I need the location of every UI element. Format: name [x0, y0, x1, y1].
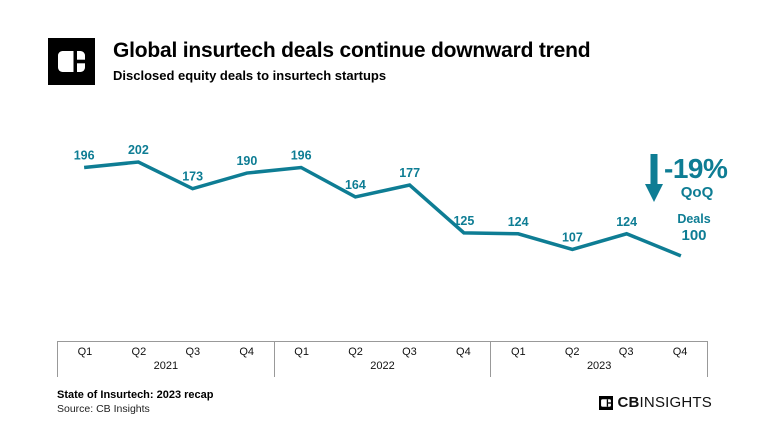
footer-notes: State of Insurtech: 2023 recap Source: C… — [57, 389, 214, 415]
data-point-label: 196 — [291, 149, 312, 163]
data-point-label: 124 — [508, 215, 529, 229]
axis-quarter-label: Q3 — [185, 346, 201, 358]
axis-year-label: 2021 — [153, 360, 179, 372]
annotation-period-label: QoQ — [680, 184, 714, 201]
data-point-label: 177 — [399, 166, 420, 180]
axis-quarter-label: Q1 — [510, 346, 526, 358]
x-axis: Q1 Q2 Q3 Q4 2021 Q1 Q2 Q3 Q4 2022 Q1 Q2 Q3 Q4 2023 — [57, 341, 709, 377]
axis-quarter-label: Q2 — [348, 346, 363, 358]
report-title: State of Insurtech: 2023 recap — [57, 389, 214, 401]
axis-quarter-label: Q2 — [564, 346, 580, 358]
brand-text-light: INSIGHTS — [639, 394, 712, 411]
axis-quarter-label: Q1 — [294, 346, 309, 358]
axis-year-group: Q1 Q2 Q3 Q4 2023 — [490, 342, 709, 377]
axis-quarter-label: Q4 — [239, 346, 255, 358]
axis-year-label: 2022 — [370, 360, 395, 372]
brand-text: CBINSIGHTS — [617, 394, 712, 411]
axis-quarter-label: Q2 — [131, 346, 147, 358]
axis-year-group: Q1 Q2 Q3 Q4 2021 — [57, 342, 274, 377]
page-subtitle: Disclosed equity deals to insurtech star… — [113, 68, 387, 83]
axis-year-label: 2023 — [586, 360, 612, 372]
data-point-label: 196 — [74, 149, 95, 163]
data-point-label: 107 — [562, 230, 583, 244]
source-note: Source: CB Insights — [57, 403, 150, 415]
cbinsights-logo-icon-small — [599, 395, 614, 410]
data-point-label: 190 — [236, 154, 257, 168]
data-point-label: 124 — [616, 215, 637, 229]
axis-year-group: Q1 Q2 Q3 Q4 2022 — [273, 342, 491, 377]
series-name-label: Deals — [677, 212, 711, 226]
axis-quarter-label: Q3 — [618, 346, 634, 358]
cbinsights-wordmark: CBINSIGHTS — [599, 394, 712, 411]
data-point-label: 173 — [182, 170, 203, 184]
axis-quarter-label: Q4 — [672, 346, 688, 358]
brand-text-bold: CB — [617, 394, 640, 411]
cbinsights-logo-icon — [48, 38, 95, 85]
data-point-label: 125 — [453, 214, 474, 228]
last-data-point-value: 100 — [681, 227, 707, 244]
axis-quarter-label: Q3 — [402, 346, 417, 358]
axis-quarter-label: Q4 — [456, 346, 471, 358]
annotation-change-value: -19% — [664, 153, 728, 184]
data-point-label: 164 — [345, 178, 366, 192]
down-arrow-icon — [645, 154, 663, 202]
deals-trend-line — [83, 160, 682, 258]
axis-quarter-label: Q1 — [77, 346, 93, 358]
header: Global insurtech deals continue downward… — [48, 38, 591, 85]
data-point-label: 202 — [128, 143, 149, 157]
page-title: Global insurtech deals continue downward… — [113, 39, 591, 62]
